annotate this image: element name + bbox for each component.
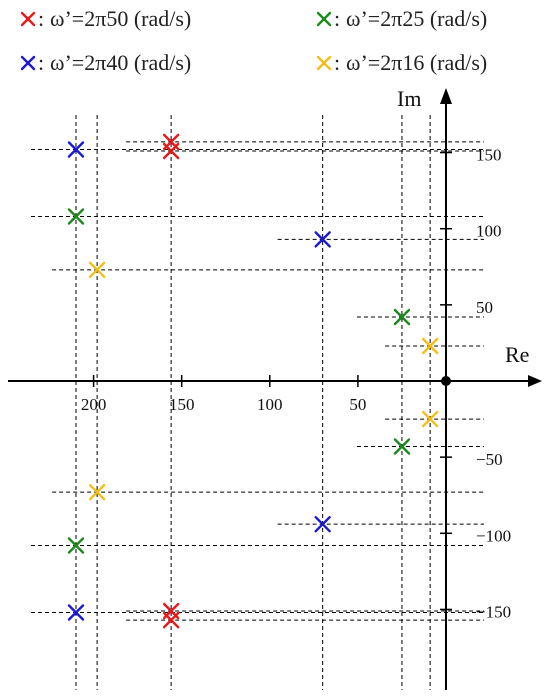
y-axis-label: Im xyxy=(397,86,421,111)
x-tick-label: 100 xyxy=(257,395,283,414)
legend-item-label: ω’=2π40 (rad/s) xyxy=(50,50,191,75)
ticks: 200 150 100 50 150 100 50 −50 −100 −150 xyxy=(81,146,511,622)
axes: Re Im xyxy=(8,86,542,690)
real-axis-arrow-icon xyxy=(528,375,542,387)
pole-marker xyxy=(162,142,180,160)
pole-marker xyxy=(88,261,106,279)
y-tick-label: 50 xyxy=(476,298,493,317)
pole-marker xyxy=(88,483,106,501)
pole-marker xyxy=(67,208,85,225)
x-axis-label: Re xyxy=(505,342,529,367)
legend-separator: : xyxy=(38,6,44,31)
y-tick-label: −150 xyxy=(476,602,511,621)
legend-separator: : xyxy=(38,50,44,75)
pole-marker xyxy=(67,141,85,158)
pole-marker xyxy=(67,537,85,554)
y-tick-label: 100 xyxy=(476,222,502,241)
x-tick-label: 200 xyxy=(81,395,107,414)
imaginary-axis-arrow-icon xyxy=(440,88,452,104)
y-tick-label: −100 xyxy=(476,526,511,545)
y-tick-label: 150 xyxy=(476,146,502,165)
pole-marker xyxy=(314,515,331,533)
pole-marker xyxy=(314,231,331,248)
legend-separator: : xyxy=(334,6,340,31)
legend: : ω’=2π50 (rad/s): ω’=2π25 (rad/s): ω’=2π40… xyxy=(20,6,487,75)
legend-item-label: ω’=2π50 (rad/s) xyxy=(50,6,191,31)
x-tick-label: 150 xyxy=(169,395,195,414)
legend-marker-icon xyxy=(20,11,36,27)
pole-marker xyxy=(393,438,411,455)
legend-item-label: ω’=2π16 (rad/s) xyxy=(346,50,487,75)
y-tick-label: −50 xyxy=(476,450,503,469)
poles xyxy=(67,133,439,629)
pole-marker xyxy=(421,337,439,355)
pole-marker xyxy=(67,604,85,621)
pole-marker xyxy=(162,611,180,629)
legend-item-label: ω’=2π25 (rad/s) xyxy=(346,6,487,31)
pole-marker xyxy=(393,308,411,326)
legend-marker-icon xyxy=(316,11,332,27)
pole-marker xyxy=(421,410,439,428)
legend-marker-icon xyxy=(316,55,332,71)
x-tick-label: 50 xyxy=(349,395,366,414)
legend-marker-icon xyxy=(20,55,36,71)
origin-marker xyxy=(441,376,451,386)
legend-separator: : xyxy=(334,50,340,75)
guide-lines xyxy=(30,115,484,690)
